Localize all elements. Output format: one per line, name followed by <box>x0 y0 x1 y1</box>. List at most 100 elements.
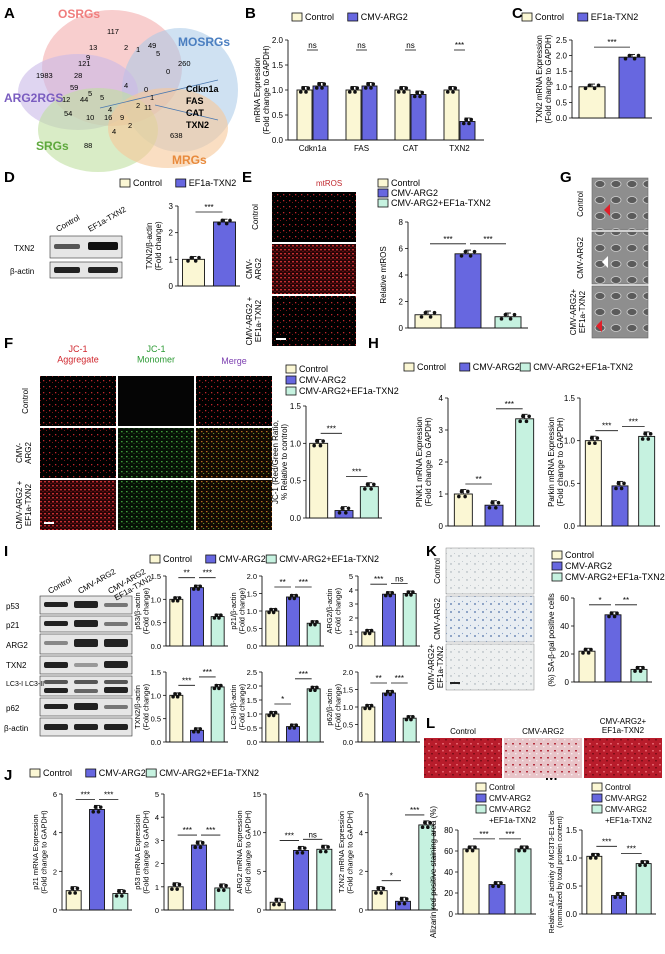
y-axis-label-line: Alizarin red positive staining area (%) <box>429 806 438 938</box>
y-tick-label: 0 <box>439 522 444 531</box>
significance-label: *** <box>285 831 294 840</box>
data-point <box>312 443 316 448</box>
y-axis-label-line: p53/β-actin <box>133 592 142 629</box>
y-tick-label: 0.5 <box>556 98 568 107</box>
legend-label: CMV-ARG2 <box>605 794 647 803</box>
data-point <box>372 482 376 487</box>
data-point <box>219 883 223 888</box>
data-point <box>420 825 425 830</box>
y-axis-label: p53 mRNA Expression(Fold change to GAPDH… <box>133 810 151 894</box>
data-point <box>379 891 383 895</box>
y-axis-label-line: (Fold change to GAPDH) <box>244 810 253 894</box>
data-point <box>593 441 597 446</box>
image-row-label-line: Control <box>21 388 30 414</box>
data-point <box>592 86 597 91</box>
y-tick-label: 6 <box>359 790 363 799</box>
data-point <box>177 692 182 696</box>
jc1-image <box>40 428 116 478</box>
y-axis-label: TXN2/β-actin(Fold change) <box>145 221 163 271</box>
bar <box>167 886 184 911</box>
data-point <box>381 886 386 891</box>
bar <box>494 316 522 329</box>
bar <box>286 596 300 647</box>
image-col-label-line: Merge <box>221 356 247 366</box>
image-col-label: CMV-ARG2+ EF1a-TXN2 <box>600 717 647 735</box>
significance-label: *** <box>602 422 611 431</box>
y-tick-label: 15 <box>253 790 261 799</box>
data-point <box>620 892 625 896</box>
data-point <box>196 587 201 591</box>
image-row-label-line: CMV-ARG2 + <box>245 296 254 345</box>
blot-band <box>44 621 68 626</box>
bar <box>402 593 417 647</box>
y-tick-label: 2 <box>349 614 353 623</box>
data-point <box>371 82 376 86</box>
image-row-label-line: CMV-ARG2+ <box>569 288 578 335</box>
legend: Control CMV-ARG2 <box>291 12 408 22</box>
y-tick-label: 0.0 <box>151 738 161 747</box>
legend-swatch <box>577 12 589 22</box>
legend: Control CMV-ARG2 CMV-ARG2 <box>475 782 531 814</box>
bar <box>265 610 280 647</box>
em-images <box>591 177 649 339</box>
data-point <box>459 489 464 494</box>
data-point <box>645 860 650 864</box>
x-tick-label: Cdkn1a <box>299 144 327 153</box>
legend-swatch <box>285 375 297 385</box>
data-point <box>487 505 492 510</box>
significance-label: *** <box>602 837 611 846</box>
image-col-label: JC-1 Aggregate <box>57 344 99 364</box>
blot-band <box>88 267 118 273</box>
data-point <box>269 607 273 612</box>
data-point <box>198 584 203 589</box>
y-tick-label: 1.0 <box>343 703 353 712</box>
data-point <box>308 688 313 692</box>
data-point <box>177 596 182 600</box>
data-point <box>200 840 205 845</box>
data-point <box>212 616 217 620</box>
data-point <box>473 845 477 850</box>
alizarin-image-arg2-txn2 <box>584 738 662 778</box>
data-point <box>277 902 281 907</box>
bar <box>210 616 225 647</box>
legend-swatch <box>205 554 217 564</box>
bar <box>462 848 480 915</box>
data-point <box>171 598 175 603</box>
blot-band <box>74 620 98 627</box>
venn-gene-fas: FAS <box>186 96 204 106</box>
y-axis-label-line: mRNA Expression <box>253 58 262 123</box>
data-point <box>376 886 380 891</box>
y-axis-label: TXN2 mRNA Expression(Fold change to GAPD… <box>535 34 553 123</box>
data-point <box>426 825 430 830</box>
legend-label: CMV-ARG2 <box>99 768 146 778</box>
data-point <box>588 856 593 860</box>
data-point <box>186 259 190 263</box>
legend-label: CMV-ARG2 <box>489 805 531 814</box>
legend-label: Control <box>163 554 192 564</box>
legend-label-cont: +EF1a-TXN2 <box>489 816 536 825</box>
bar <box>306 622 321 647</box>
data-point <box>490 500 495 505</box>
y-tick-label: 0.5 <box>247 724 257 733</box>
data-point <box>198 727 203 731</box>
y-tick-label: 0.5 <box>247 625 257 634</box>
venn-num: 638 <box>170 131 183 140</box>
data-point <box>453 86 458 90</box>
bar <box>169 598 184 647</box>
data-point <box>365 703 369 708</box>
y-axis-label-line: (Fold change to GAPDH) <box>544 34 553 123</box>
jc1-image <box>118 428 194 478</box>
legend-swatch <box>475 793 487 803</box>
data-point <box>171 694 175 699</box>
image-row-label-line: CMV-ARG2+ <box>427 643 436 690</box>
data-point <box>98 805 103 809</box>
significance-label: ns <box>395 575 403 584</box>
data-point <box>292 726 297 730</box>
jc1-image <box>40 480 116 530</box>
image-row-label: CMV-ARG2 +EF1a-TXN2 <box>245 296 263 345</box>
venn-num: 9 <box>86 53 90 62</box>
legend-label: CMV-ARG2+EF1a-TXN2 <box>533 362 633 372</box>
y-tick-label: 1.5 <box>151 668 161 677</box>
